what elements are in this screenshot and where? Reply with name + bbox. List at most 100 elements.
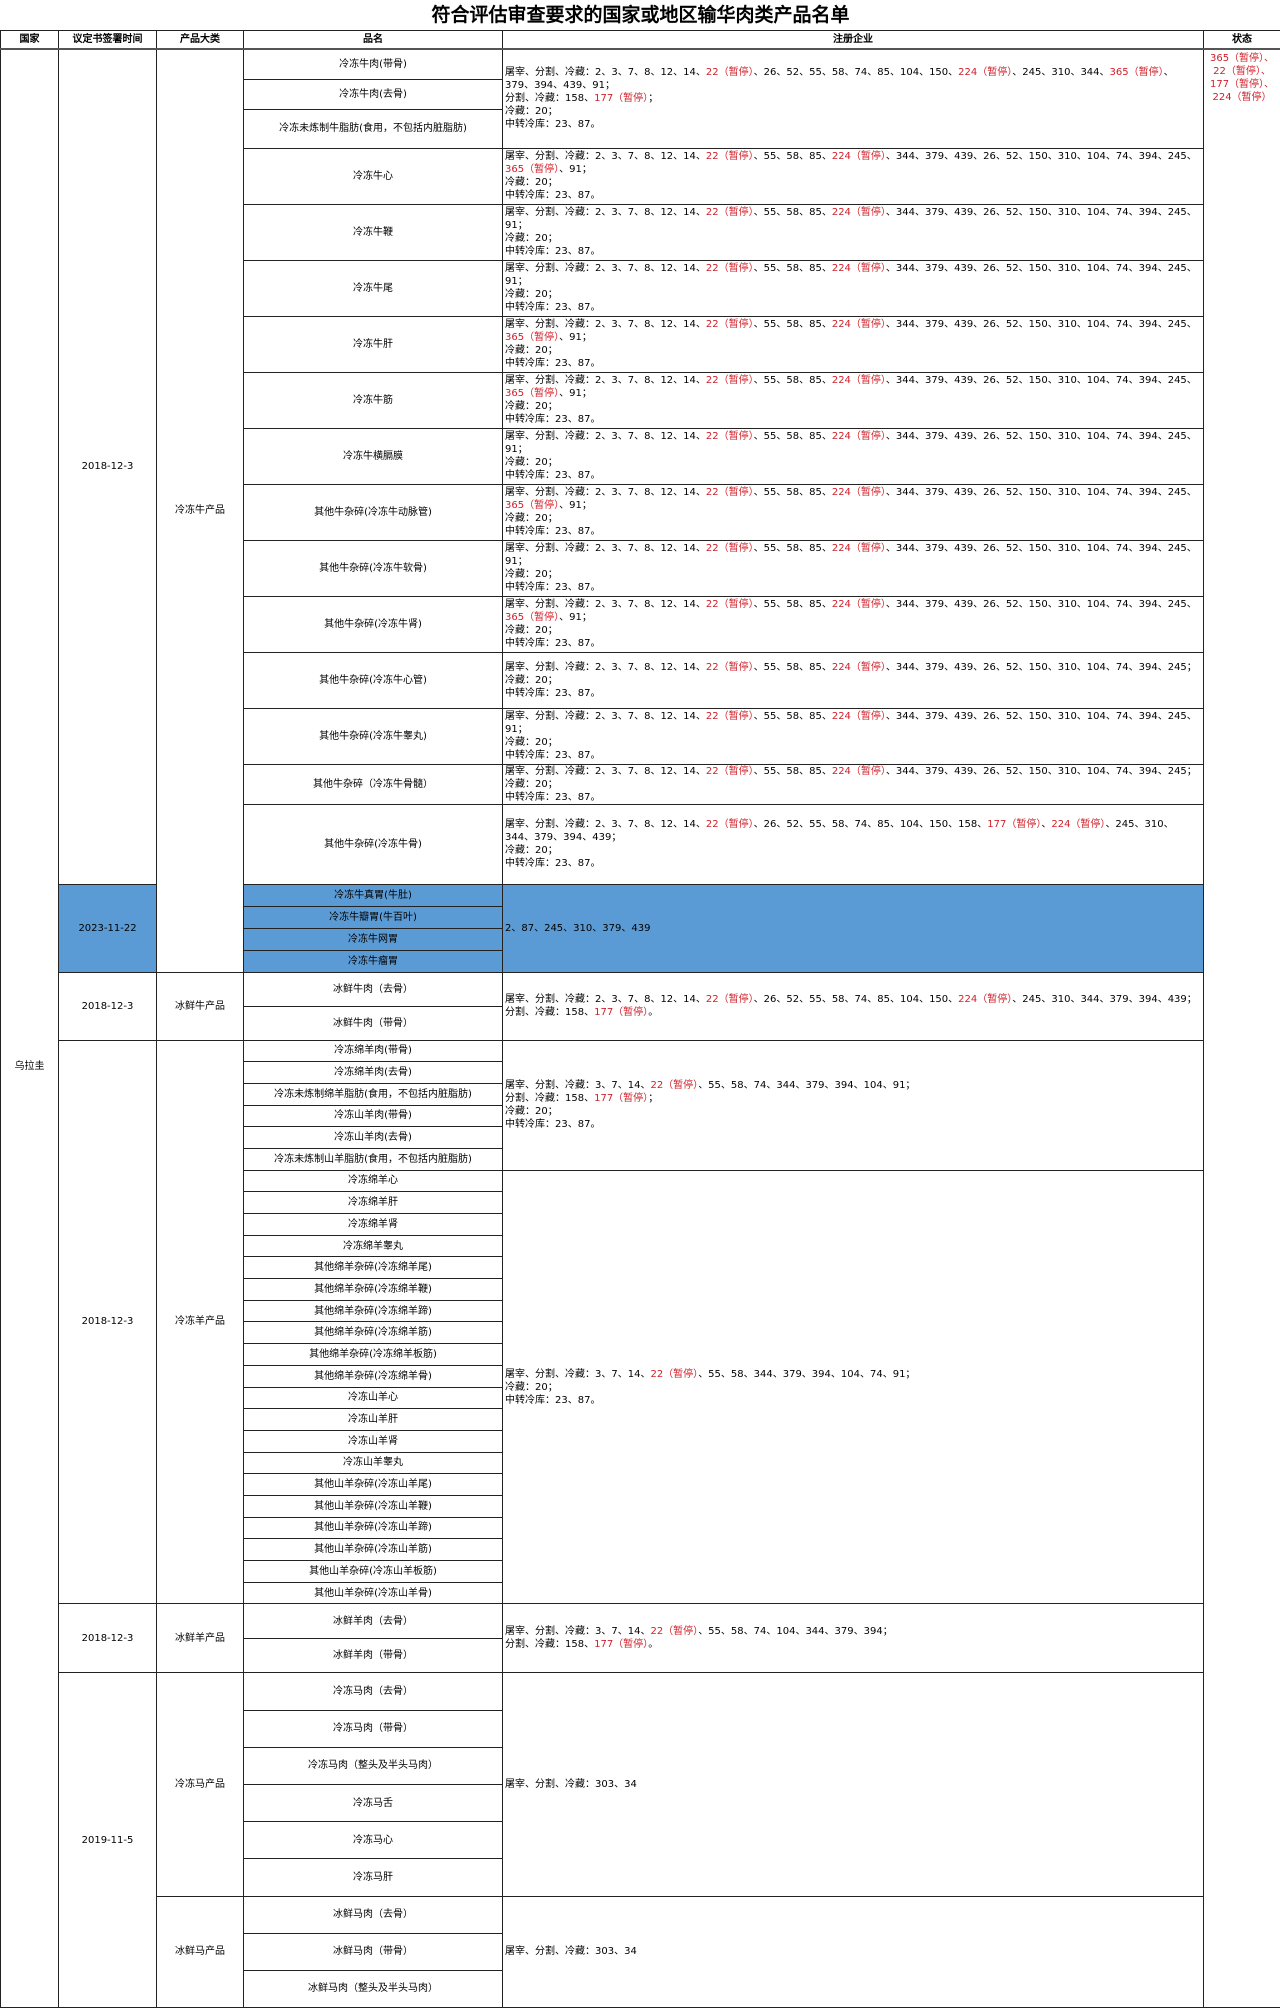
suspended-enterprise: 224（暂停） bbox=[832, 543, 886, 554]
enterprise-text: 、55、58、85、 bbox=[754, 711, 832, 722]
suspended-enterprise: 22（暂停） bbox=[706, 543, 754, 554]
enterprise-line: 中转冷库：23、87。 bbox=[505, 687, 1201, 700]
enterprise-line: 中转冷库：23、87。 bbox=[505, 357, 1201, 370]
enterprise-text: 、91； bbox=[559, 164, 592, 175]
suspended-enterprise: 177（暂停） bbox=[594, 1639, 648, 1650]
enterprise-line: 中转冷库：23、87。 bbox=[505, 413, 1201, 426]
enterprise-text: 屠宰、分割、冷藏：303、34 bbox=[505, 1779, 637, 1790]
suspended-enterprise: 224（暂停） bbox=[832, 711, 886, 722]
product-name-cell: 冷冻马肉（整头及半头马肉） bbox=[244, 1747, 503, 1784]
enterprise-line: 冷藏：20； bbox=[505, 456, 1201, 469]
header-status: 状态 bbox=[1204, 31, 1280, 50]
suspended-enterprise: 224（暂停） bbox=[832, 319, 886, 330]
enterprise-cell: 屠宰、分割、冷藏：2、3、7、8、12、14、22（暂停）、55、58、85、2… bbox=[503, 372, 1204, 428]
suspended-enterprise: 224（暂停） bbox=[832, 599, 886, 610]
enterprise-cell: 屠宰、分割、冷藏：2、3、7、8、12、14、22（暂停）、26、52、55、5… bbox=[503, 49, 1204, 148]
enterprise-line: 屠宰、分割、冷藏：2、3、7、8、12、14、22（暂停）、55、58、85、2… bbox=[505, 661, 1201, 674]
suspended-enterprise: 22（暂停） bbox=[706, 151, 754, 162]
enterprise-text: 、245、310、344、 bbox=[1012, 67, 1109, 78]
enterprise-text: 、91； bbox=[559, 612, 592, 623]
enterprise-text: 、55、58、85、 bbox=[754, 662, 832, 673]
product-name-cell: 冰鲜羊肉（去骨） bbox=[244, 1604, 503, 1639]
enterprise-line: 屠宰、分割、冷藏：2、3、7、8、12、14、22（暂停）、55、58、85、2… bbox=[505, 262, 1201, 288]
enterprise-text: 冷藏：20； bbox=[505, 845, 558, 856]
suspended-enterprise: 224（暂停） bbox=[832, 766, 886, 777]
enterprise-line: 分割、冷藏：158、177（暂停）。 bbox=[505, 1638, 1201, 1651]
product-name-cell: 其他牛杂碎(冷冻牛骨) bbox=[244, 804, 503, 884]
enterprise-line: 中转冷库：23、87。 bbox=[505, 791, 1201, 804]
product-name-cell: 冷冻牛网胃 bbox=[244, 928, 503, 950]
enterprise-text: 屠宰、分割、冷藏：2、3、7、8、12、14、 bbox=[505, 67, 706, 78]
category-cell: 冷冻马产品 bbox=[157, 1673, 244, 1896]
product-name-cell: 其他山羊杂碎(冷冻山羊骨) bbox=[244, 1582, 503, 1604]
enterprise-line: 冷藏：20； bbox=[505, 232, 1201, 245]
enterprise-text: 冷藏：20； bbox=[505, 457, 558, 468]
enterprise-line: 冷藏：20； bbox=[505, 288, 1201, 301]
enterprise-text: 中转冷库：23、87。 bbox=[505, 119, 600, 130]
enterprise-text: 中转冷库：23、87。 bbox=[505, 246, 600, 257]
product-name-cell: 冷冻未炼制山羊脂肪(食用，不包括内脏脂肪) bbox=[244, 1148, 503, 1170]
enterprise-text: 屠宰、分割、冷藏：2、3、7、8、12、14、 bbox=[505, 319, 706, 330]
product-name-cell: 冷冻马心 bbox=[244, 1822, 503, 1859]
product-name-cell: 冰鲜羊肉（带骨） bbox=[244, 1638, 503, 1673]
product-name-cell: 冷冻牛肝 bbox=[244, 316, 503, 372]
product-name-cell: 冷冻牛鞭 bbox=[244, 204, 503, 260]
enterprise-text: 、55、58、85、 bbox=[754, 766, 832, 777]
enterprise-line: 冷藏：20； bbox=[505, 568, 1201, 581]
product-name-cell: 冷冻马肉（去骨） bbox=[244, 1673, 503, 1710]
country-cell: 乌拉圭 bbox=[1, 49, 59, 2008]
enterprise-line: 中转冷库：23、87。 bbox=[505, 245, 1201, 258]
suspended-enterprise: 224（暂停） bbox=[832, 375, 886, 386]
enterprise-text: 、55、58、74、104、344、379、394； bbox=[698, 1626, 893, 1637]
enterprise-text: 、55、58、85、 bbox=[754, 599, 832, 610]
suspended-enterprise: 365（暂停） bbox=[505, 164, 559, 175]
enterprise-text: 中转冷库：23、87。 bbox=[505, 582, 600, 593]
product-name-cell: 冷冻未炼制绵羊脂肪(食用，不包括内脏脂肪) bbox=[244, 1083, 503, 1105]
product-name-cell: 其他绵羊杂碎(冷冻绵羊尾) bbox=[244, 1257, 503, 1279]
enterprise-cell: 屠宰、分割、冷藏：2、3、7、8、12、14、22（暂停）、55、58、85、2… bbox=[503, 148, 1204, 204]
enterprise-line: 屠宰、分割、冷藏：2、3、7、8、12、14、22（暂停）、55、58、85、2… bbox=[505, 765, 1201, 778]
product-name-cell: 冷冻山羊肾 bbox=[244, 1430, 503, 1452]
enterprise-line: 屠宰、分割、冷藏：2、3、7、8、12、14、22（暂停）、55、58、85、2… bbox=[505, 206, 1201, 232]
enterprise-line: 中转冷库：23、87。 bbox=[505, 525, 1201, 538]
enterprise-text: 、55、58、85、 bbox=[754, 151, 832, 162]
enterprise-line: 分割、冷藏：158、177（暂停）； bbox=[505, 92, 1201, 105]
enterprise-text: 屠宰、分割、冷藏：2、3、7、8、12、14、 bbox=[505, 819, 706, 830]
enterprise-text: 中转冷库：23、87。 bbox=[505, 526, 600, 537]
header-row: 国家 议定书签署时间 产品大类 品名 注册企业 状态 bbox=[1, 31, 1280, 50]
product-name-cell: 冷冻山羊肉(去骨) bbox=[244, 1127, 503, 1149]
enterprise-text: 、91； bbox=[559, 332, 592, 343]
enterprise-line: 冷藏：20； bbox=[505, 778, 1201, 791]
enterprise-text: 、55、58、85、 bbox=[754, 487, 832, 498]
enterprise-cell: 屠宰、分割、冷藏：2、3、7、8、12、14、22（暂停）、55、58、85、2… bbox=[503, 316, 1204, 372]
suspended-enterprise: 224（暂停） bbox=[832, 431, 886, 442]
enterprise-line: 屠宰、分割、冷藏：2、3、7、8、12、14、22（暂停）、26、52、55、5… bbox=[505, 66, 1201, 92]
product-name-cell: 冷冻山羊心 bbox=[244, 1387, 503, 1409]
suspended-enterprise: 22（暂停） bbox=[706, 319, 754, 330]
enterprise-text: 冷藏：20； bbox=[505, 1106, 558, 1117]
enterprise-line: 2、87、245、310、379、439 bbox=[505, 922, 1201, 935]
enterprise-text: 、55、58、85、 bbox=[754, 319, 832, 330]
enterprise-text: 、344、379、439、26、52、150、310、104、74、394、24… bbox=[886, 319, 1197, 330]
enterprise-line: 中转冷库：23、87。 bbox=[505, 581, 1201, 594]
enterprise-line: 冷藏：20； bbox=[505, 624, 1201, 637]
suspended-enterprise: 224（暂停） bbox=[832, 263, 886, 274]
enterprise-text: 冷藏：20； bbox=[505, 513, 558, 524]
enterprise-text: 屠宰、分割、冷藏：2、3、7、8、12、14、 bbox=[505, 543, 706, 554]
enterprise-text: 中转冷库：23、87。 bbox=[505, 792, 600, 803]
enterprise-text: 冷藏：20； bbox=[505, 569, 558, 580]
enterprise-line: 屠宰、分割、冷藏：2、3、7、8、12、14、22（暂停）、55、58、85、2… bbox=[505, 542, 1201, 568]
enterprise-cell: 屠宰、分割、冷藏：2、3、7、8、12、14、22（暂停）、26、52、55、5… bbox=[503, 804, 1204, 884]
enterprise-line: 分割、冷藏：158、177（暂停）。 bbox=[505, 1006, 1201, 1019]
enterprise-line: 中转冷库：23、87。 bbox=[505, 301, 1201, 314]
header-enterprises: 注册企业 bbox=[503, 31, 1204, 50]
page-title: 符合评估审查要求的国家或地区输华肉类产品名单 bbox=[1, 0, 1280, 31]
enterprise-line: 冷藏：20； bbox=[505, 344, 1201, 357]
enterprise-text: 中转冷库：23、87。 bbox=[505, 1395, 600, 1406]
enterprise-text: 中转冷库：23、87。 bbox=[505, 638, 600, 649]
product-name-cell: 其他绵羊杂碎(冷冻绵羊鞭) bbox=[244, 1279, 503, 1301]
product-name-cell: 其他绵羊杂碎(冷冻绵羊蹄) bbox=[244, 1300, 503, 1322]
suspended-enterprise: 177（暂停） bbox=[594, 1007, 648, 1018]
suspended-enterprise: 224（暂停） bbox=[958, 67, 1012, 78]
